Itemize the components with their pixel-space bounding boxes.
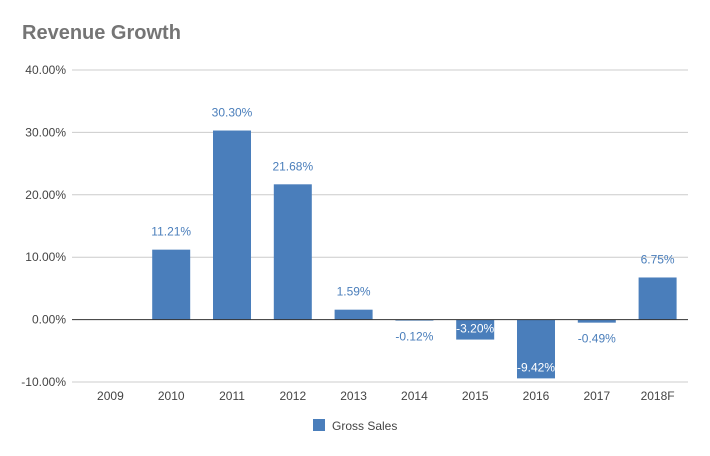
data-labels: 11.21% 30.30% 21.68% 1.59% -0.12% -3.20% -9.42… <box>151 106 675 375</box>
y-tick-label: 40.00% <box>25 63 66 77</box>
x-tick-label: 2010 <box>158 389 185 403</box>
x-tick-label: 2014 <box>401 389 428 403</box>
x-tick-label: 2009 <box>97 389 124 403</box>
data-label: -0.49% <box>578 332 616 346</box>
bar <box>273 184 312 320</box>
bar <box>517 319 555 379</box>
legend-swatch <box>313 419 325 431</box>
y-axis-ticks: -10.00% 0.00% 10.00% 20.00% 30.00% 40.00% <box>21 63 66 389</box>
x-tick-label: 2016 <box>523 389 550 403</box>
x-tick-label: 2015 <box>462 389 489 403</box>
data-label: 30.30% <box>212 106 253 120</box>
y-tick-label: 20.00% <box>25 188 66 202</box>
bar <box>152 249 191 320</box>
bar <box>213 130 251 320</box>
legend[interactable]: Gross Sales <box>313 419 397 433</box>
bars <box>152 130 677 379</box>
bar <box>456 319 495 340</box>
data-label: 21.68% <box>272 159 313 173</box>
grid-lines <box>72 69 688 383</box>
data-label: -3.20% <box>456 322 494 336</box>
y-tick-label: 0.00% <box>32 313 66 327</box>
y-tick-label: -10.00% <box>21 375 66 389</box>
data-label: -0.12% <box>395 329 433 343</box>
y-tick-label: 30.00% <box>25 125 66 139</box>
data-label: 1.59% <box>337 285 371 299</box>
chart-title: Revenue Growth <box>22 22 181 44</box>
data-label: 6.75% <box>641 252 675 266</box>
data-label: 11.21% <box>151 225 191 239</box>
x-tick-label: 2013 <box>340 389 367 403</box>
bar <box>334 309 373 320</box>
x-tick-label: 2018F <box>641 389 675 403</box>
x-tick-label: 2012 <box>279 389 306 403</box>
legend-label: Gross Sales <box>332 419 397 433</box>
y-tick-label: 10.00% <box>25 250 66 264</box>
bar <box>577 319 616 323</box>
x-axis-ticks: 2009 2010 2011 2012 2013 2014 2015 2016 2017 2018… <box>97 389 675 403</box>
data-label: -9.42% <box>517 360 555 374</box>
bar <box>638 277 677 320</box>
x-tick-label: 2011 <box>219 389 245 403</box>
x-tick-label: 2017 <box>583 389 610 403</box>
